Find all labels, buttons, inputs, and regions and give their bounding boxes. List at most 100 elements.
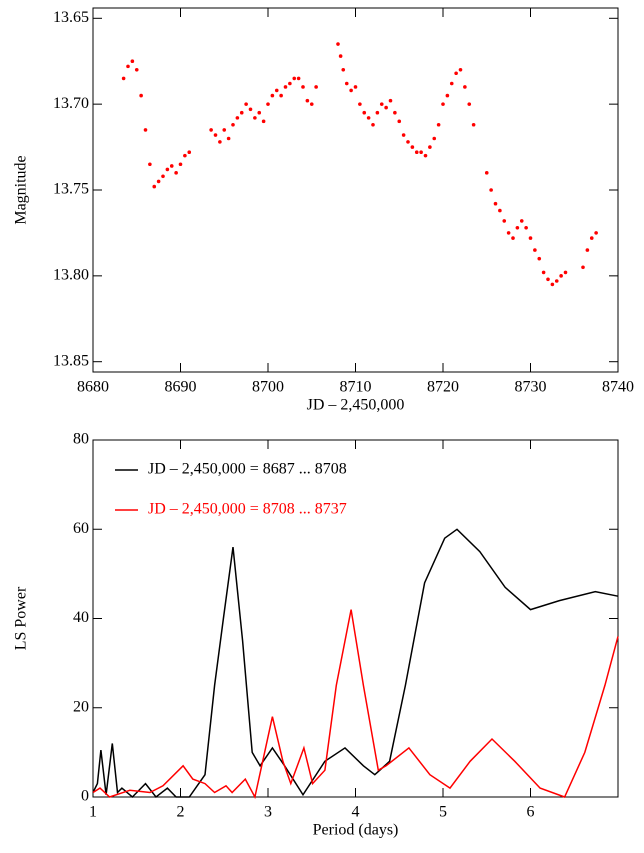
data-point	[292, 76, 297, 81]
data-point	[296, 76, 301, 81]
plot-frame	[92, 7, 619, 373]
data-point	[449, 81, 454, 86]
data-point	[366, 116, 371, 120]
data-point	[139, 93, 143, 98]
x-tick-label: 8730	[515, 379, 547, 396]
data-point	[148, 162, 152, 167]
data-point	[314, 85, 318, 89]
data-point	[178, 162, 183, 167]
line-series	[92, 528, 619, 799]
data-point	[384, 105, 388, 110]
data-point	[338, 54, 343, 58]
data-point	[344, 81, 349, 86]
y-tick-label: 13.65	[53, 9, 89, 26]
data-point	[515, 225, 520, 230]
data-point	[257, 110, 262, 115]
x-axis-label: JD – 2,450,000	[307, 397, 405, 414]
x-tick-label: 8690	[165, 379, 197, 396]
data-point	[165, 167, 170, 172]
data-point	[183, 153, 187, 158]
data-point	[270, 93, 275, 98]
x-tick-label: 8740	[602, 379, 634, 396]
x-axis-label: Period (days)	[313, 822, 399, 839]
data-point	[436, 122, 441, 127]
x-tick-label: 6	[527, 804, 535, 821]
data-point	[445, 93, 450, 98]
data-point	[266, 102, 270, 106]
data-point	[563, 270, 568, 275]
data-point	[581, 265, 585, 270]
y-axis-label: Magnitude	[13, 155, 30, 224]
data-point	[341, 68, 346, 72]
data-point	[541, 270, 546, 275]
data-point	[493, 201, 498, 206]
data-point	[222, 128, 227, 132]
data-point	[209, 128, 213, 132]
data-point	[441, 102, 445, 106]
data-point	[143, 128, 148, 132]
data-point	[253, 116, 257, 120]
data-point	[471, 122, 476, 127]
data-point	[423, 153, 428, 158]
data-point	[554, 279, 559, 283]
data-point	[375, 110, 380, 115]
data-point	[231, 122, 235, 127]
data-point	[414, 150, 419, 155]
x-tick-label: 8680	[77, 379, 109, 396]
data-point	[467, 102, 472, 106]
x-tick-label: 3	[264, 804, 272, 821]
data-point	[244, 102, 248, 106]
data-point	[371, 122, 375, 127]
data-point	[498, 208, 502, 213]
data-point	[388, 98, 393, 103]
data-point	[589, 236, 594, 240]
y-tick-label: 0	[81, 788, 89, 805]
data-point	[463, 85, 467, 89]
y-axis-label: LS Power	[13, 586, 30, 650]
data-point	[419, 150, 423, 155]
data-point	[309, 102, 314, 106]
y-tick-label: 13.70	[53, 95, 89, 112]
data-point	[559, 274, 563, 278]
y-tick-label: 40	[73, 609, 89, 626]
line-series	[92, 609, 619, 800]
data-point	[121, 76, 126, 81]
data-point	[187, 150, 192, 155]
data-point	[506, 231, 511, 235]
data-point	[213, 133, 218, 137]
x-tick-label: 4	[352, 804, 360, 821]
data-point	[274, 88, 279, 93]
data-point	[353, 85, 358, 89]
data-point	[336, 42, 340, 46]
data-point	[134, 68, 139, 72]
x-tick-label: 2	[177, 804, 185, 821]
data-point	[218, 140, 222, 144]
y-tick-label: 13.80	[53, 267, 89, 284]
x-tick-label: 5	[439, 804, 447, 821]
data-point	[248, 107, 253, 112]
data-point	[502, 219, 507, 223]
data-point	[349, 88, 353, 93]
data-point	[528, 236, 533, 240]
data-point	[428, 145, 432, 149]
data-point	[397, 119, 402, 124]
data-point	[169, 164, 174, 168]
data-point	[401, 133, 406, 137]
data-point	[226, 136, 231, 141]
y-tick-label: 13.85	[53, 352, 89, 369]
data-point	[546, 277, 550, 282]
y-tick-label: 13.75	[53, 181, 89, 198]
data-point	[594, 231, 598, 235]
data-point	[406, 140, 410, 144]
data-point	[301, 85, 305, 89]
data-point	[235, 116, 240, 120]
legend-label: JD – 2,450,000 = 8708 ... 8737	[148, 501, 347, 518]
data-point	[362, 110, 367, 115]
data-point	[432, 136, 437, 141]
data-point	[305, 98, 310, 103]
data-point	[458, 68, 463, 72]
data-point	[537, 256, 542, 261]
x-tick-label: 1	[89, 804, 97, 821]
data-point	[454, 71, 458, 76]
